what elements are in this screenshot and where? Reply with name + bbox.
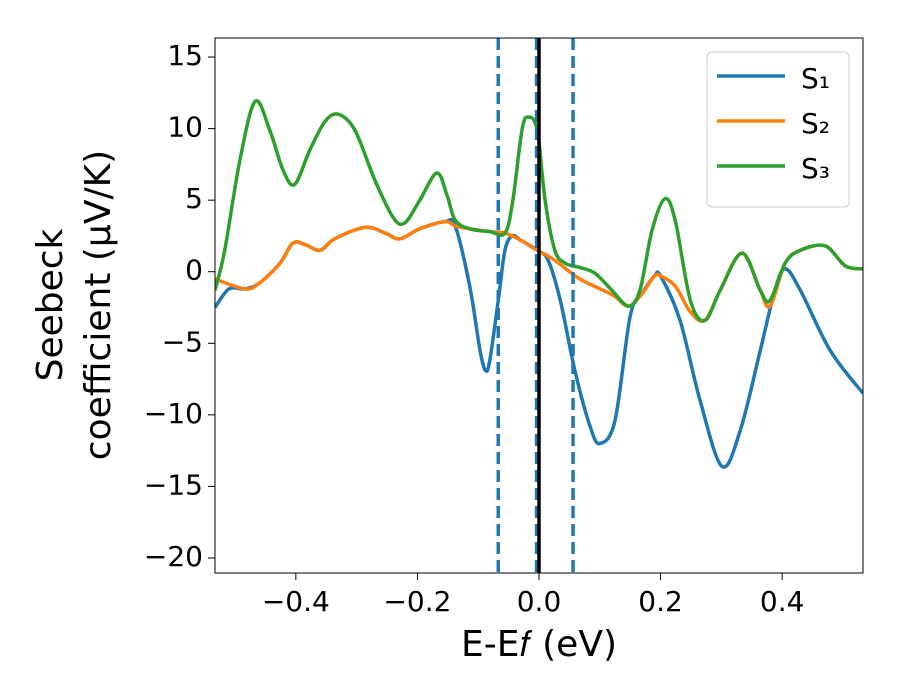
- series-line: [215, 98, 863, 323]
- y-tick-label: −5: [162, 325, 203, 358]
- legend-label: S₃: [801, 152, 830, 185]
- x-axis-label: E-E𝑓 (eV): [461, 624, 617, 665]
- x-tick-label: 0.4: [760, 585, 805, 618]
- x-tick-label: 0.0: [517, 585, 562, 618]
- y-axis-label: Seebeck: [30, 228, 71, 381]
- y-tick-label: −15: [144, 468, 203, 501]
- y-tick-label: 15: [167, 39, 203, 72]
- x-tick-label: 0.2: [638, 585, 683, 618]
- legend-label: S₁: [801, 62, 830, 95]
- legend-label: S₂: [801, 107, 830, 140]
- plot-area: [215, 38, 863, 573]
- y-tick-label: −10: [144, 397, 203, 430]
- y-axis-label: coefficient (μV/K): [78, 150, 119, 460]
- y-tick-label: 5: [185, 182, 203, 215]
- x-tick-label: −0.4: [262, 585, 330, 618]
- y-tick-label: −20: [144, 540, 203, 573]
- y-tick-label: 0: [185, 254, 203, 287]
- legend-box: [706, 51, 850, 208]
- y-tick-label: 10: [167, 111, 203, 144]
- x-tick-label: −0.2: [383, 585, 451, 618]
